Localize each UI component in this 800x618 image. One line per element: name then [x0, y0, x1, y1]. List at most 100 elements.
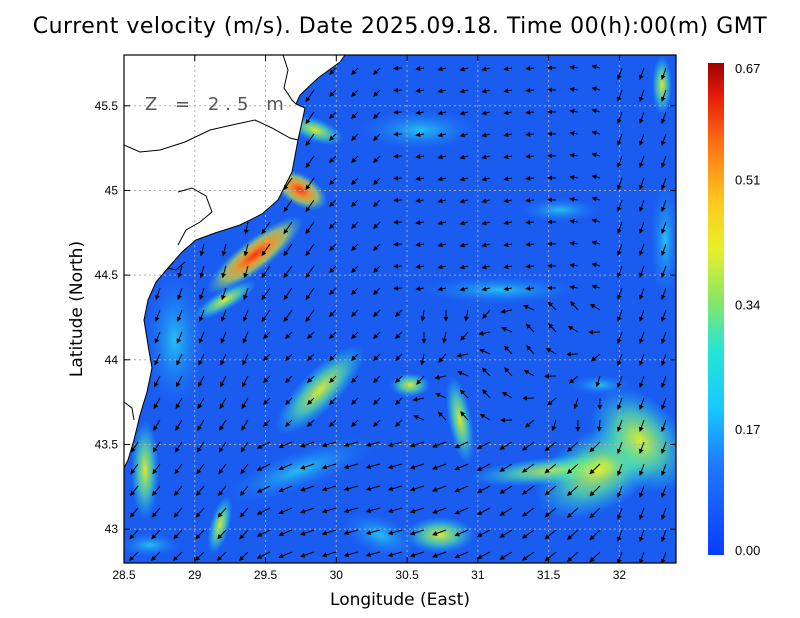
- velocity-arrow: [660, 507, 667, 521]
- velocity-arrow: [638, 353, 645, 367]
- velocity-arrow: [481, 198, 491, 204]
- velocity-arrow: [409, 551, 425, 558]
- velocity-arrow: [283, 309, 293, 323]
- velocity-arrow: [263, 331, 271, 339]
- velocity-arrow: [263, 353, 271, 361]
- velocity-arrow: [395, 397, 403, 405]
- velocity-arrow: [660, 265, 667, 279]
- velocity-arrow: [305, 243, 315, 257]
- velocity-arrow: [481, 367, 491, 377]
- x-axis-label: Longitude (East): [330, 590, 470, 610]
- velocity-arrow: [365, 441, 381, 447]
- velocity-arrow: [457, 370, 469, 377]
- velocity-arrow: [129, 485, 139, 497]
- velocity-arrow: [660, 529, 667, 543]
- velocity-arrow: [351, 199, 359, 207]
- velocity-arrow: [482, 389, 491, 399]
- velocity-arrow: [454, 529, 469, 537]
- velocity-arrow: [329, 419, 337, 427]
- velocity-arrow: [616, 89, 623, 103]
- y-tick-label: 43.5: [95, 437, 119, 451]
- velocity-arrow: [176, 309, 183, 322]
- velocity-arrow: [481, 220, 491, 226]
- velocity-arrow: [300, 507, 315, 514]
- velocity-arrow: [373, 265, 381, 273]
- velocity-arrow: [263, 419, 271, 427]
- velocity-arrow: [567, 325, 579, 333]
- velocity-arrow: [221, 243, 227, 257]
- velocity-arrow: [217, 529, 227, 540]
- velocity-arrow: [329, 199, 337, 207]
- velocity-arrow: [660, 397, 667, 411]
- velocity-arrow: [660, 89, 667, 103]
- velocity-arrow: [544, 507, 557, 518]
- velocity-arrow: [300, 529, 315, 536]
- velocity-arrow: [285, 353, 293, 361]
- speed-patch: [360, 110, 480, 150]
- velocity-arrow: [525, 241, 535, 247]
- velocity-arrow: [482, 309, 491, 319]
- velocity-arrow: [638, 529, 645, 543]
- velocity-arrow: [256, 463, 271, 471]
- velocity-arrow: [525, 175, 535, 181]
- velocity-arrow: [569, 152, 579, 158]
- velocity-arrow: [305, 89, 315, 103]
- velocity-arrow: [195, 529, 205, 540]
- speed-patch: [650, 180, 676, 300]
- velocity-arrow: [616, 419, 623, 433]
- velocity-arrow: [321, 485, 337, 492]
- y-tick-label: 43: [105, 522, 119, 536]
- velocity-arrow: [525, 285, 535, 291]
- velocity-arrow: [521, 507, 535, 517]
- velocity-arrow: [551, 419, 557, 432]
- velocity-arrow: [591, 130, 601, 136]
- velocity-arrow: [173, 485, 183, 497]
- velocity-arrow: [591, 284, 601, 290]
- velocity-arrow: [343, 463, 359, 470]
- velocity-arrow: [589, 441, 601, 453]
- velocity-arrow: [616, 331, 623, 345]
- velocity-arrow: [415, 198, 425, 204]
- velocity-arrow: [479, 348, 491, 355]
- speed-patch: [224, 436, 376, 504]
- velocity-arrow: [481, 88, 491, 94]
- velocity-arrow: [305, 221, 315, 235]
- velocity-arrow: [351, 309, 359, 317]
- velocity-arrow: [638, 155, 645, 169]
- velocity-arrow: [432, 441, 447, 448]
- velocity-arrow: [373, 221, 381, 229]
- velocity-arrow: [566, 441, 579, 452]
- velocity-arrow: [481, 242, 491, 248]
- velocity-arrow: [261, 309, 271, 323]
- velocity-arrow: [438, 353, 447, 363]
- velocity-arrow: [459, 286, 469, 292]
- velocity-arrow: [503, 345, 513, 355]
- velocity-arrow: [481, 110, 491, 116]
- velocity-arrow: [154, 309, 161, 322]
- velocity-arrow: [464, 309, 469, 322]
- speed-patch: [275, 345, 365, 435]
- coastline: [124, 401, 135, 421]
- velocity-arrow: [373, 353, 381, 361]
- velocity-arrow: [239, 507, 249, 518]
- velocity-arrow: [499, 529, 513, 538]
- velocity-arrow: [263, 397, 271, 405]
- velocity-arrow: [660, 441, 667, 455]
- velocity-arrow: [351, 331, 359, 339]
- velocity-arrow: [476, 529, 491, 537]
- speed-patch: [420, 276, 580, 304]
- velocity-arrow: [283, 243, 293, 257]
- velocity-arrow: [638, 287, 645, 301]
- velocity-arrow: [300, 485, 315, 492]
- velocity-field: [124, 55, 676, 563]
- velocity-arrow: [412, 396, 425, 402]
- velocity-arrow: [351, 287, 359, 295]
- velocity-arrow: [616, 265, 623, 279]
- velocity-arrow: [242, 331, 249, 344]
- velocity-arrow: [129, 529, 139, 540]
- velocity-arrow: [503, 132, 513, 138]
- velocity-arrow: [373, 89, 381, 97]
- velocity-arrow: [373, 133, 381, 141]
- velocity-arrow: [660, 463, 667, 477]
- velocity-arrow: [256, 551, 271, 559]
